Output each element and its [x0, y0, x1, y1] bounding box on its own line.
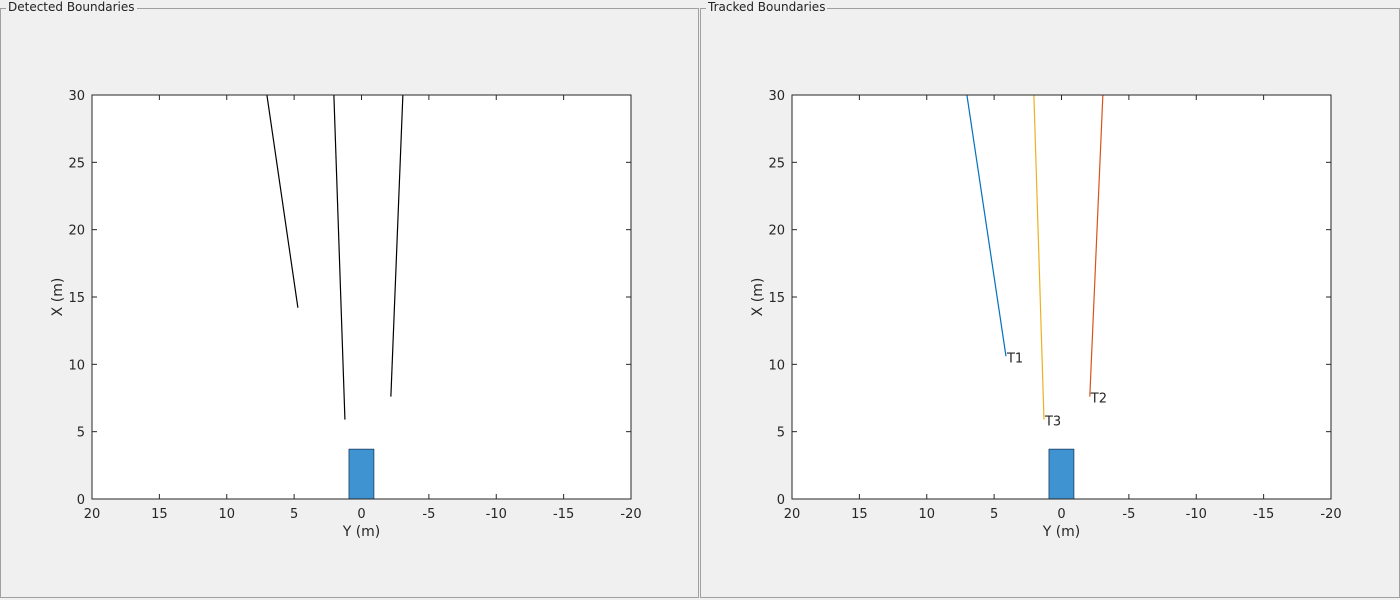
- y-tick-label: 0: [77, 493, 85, 508]
- track-label: T2: [1090, 392, 1107, 407]
- y-tick-label: 30: [68, 89, 85, 104]
- y-axis-label: X (m): [50, 278, 66, 317]
- panel-title: Detected Boundaries: [6, 0, 137, 14]
- y-tick-label: 30: [768, 89, 785, 104]
- panel-title: Tracked Boundaries: [706, 0, 828, 14]
- axes-box: [91, 94, 632, 500]
- x-tick-label: -10: [486, 507, 507, 522]
- y-tick-label: 15: [68, 291, 85, 306]
- x-tick-label: 5: [290, 507, 298, 522]
- ego-vehicle: [348, 448, 375, 500]
- tracked-boundaries-chart: 20 15 10 5 0 -5 -10 -15 -20 0 5 10 15 20 25 30 T1 T2 T3 Y (…: [750, 89, 1342, 540]
- x-tick-label: 0: [1057, 507, 1065, 522]
- y-tick-label: 15: [768, 291, 785, 306]
- x-tick-label: 10: [918, 507, 935, 522]
- x-tick-label: -20: [620, 507, 641, 522]
- x-axis-label: Y (m): [342, 524, 381, 540]
- axes-box: [791, 94, 1332, 500]
- x-tick-label: -15: [1253, 507, 1274, 522]
- x-tick-label: -20: [1320, 507, 1341, 522]
- detected-boundaries-panel: Detected Boundaries: [0, 0, 699, 598]
- y-tick-label: 25: [68, 156, 85, 171]
- y-tick-label: 20: [68, 224, 85, 239]
- track-label: T1: [1006, 351, 1023, 366]
- plot-area: [792, 95, 1331, 499]
- boundary-line: [333, 94, 346, 420]
- boundary-line: [1089, 94, 1104, 397]
- x-tick-label: 15: [851, 507, 868, 522]
- y-tick-label: 25: [768, 156, 785, 171]
- x-tick-label: 15: [151, 507, 168, 522]
- y-axis-label: X (m): [750, 278, 766, 317]
- y-tick-label: 5: [77, 426, 85, 441]
- y-tick-label: 20: [768, 224, 785, 239]
- boundary-line: [966, 94, 1007, 357]
- plot-area: [92, 95, 631, 499]
- x-tick-label: 20: [784, 507, 801, 522]
- ego-vehicle: [1048, 448, 1075, 500]
- x-tick-label: -15: [553, 507, 574, 522]
- y-tick-label: 10: [68, 358, 85, 373]
- detected-boundaries-chart: 20 15 10 5 0 -5 -10 -15 -20 0 5 10 15 20 25 30 Y (m) X (m…: [50, 89, 642, 540]
- x-tick-label: -10: [1186, 507, 1207, 522]
- x-tick-label: 0: [357, 507, 365, 522]
- x-tick-label: -5: [1122, 507, 1135, 522]
- y-tick-label: 10: [768, 358, 785, 373]
- boundary-line: [1033, 94, 1045, 420]
- boundary-line: [266, 94, 299, 308]
- x-tick-label: -5: [422, 507, 435, 522]
- track-label: T3: [1044, 415, 1061, 430]
- y-tick-label: 0: [777, 493, 785, 508]
- y-tick-label: 5: [777, 426, 785, 441]
- boundary-line: [390, 94, 404, 397]
- x-tick-label: 20: [84, 507, 101, 522]
- x-tick-label: 10: [218, 507, 235, 522]
- x-axis-label: Y (m): [1042, 524, 1081, 540]
- x-tick-label: 5: [990, 507, 998, 522]
